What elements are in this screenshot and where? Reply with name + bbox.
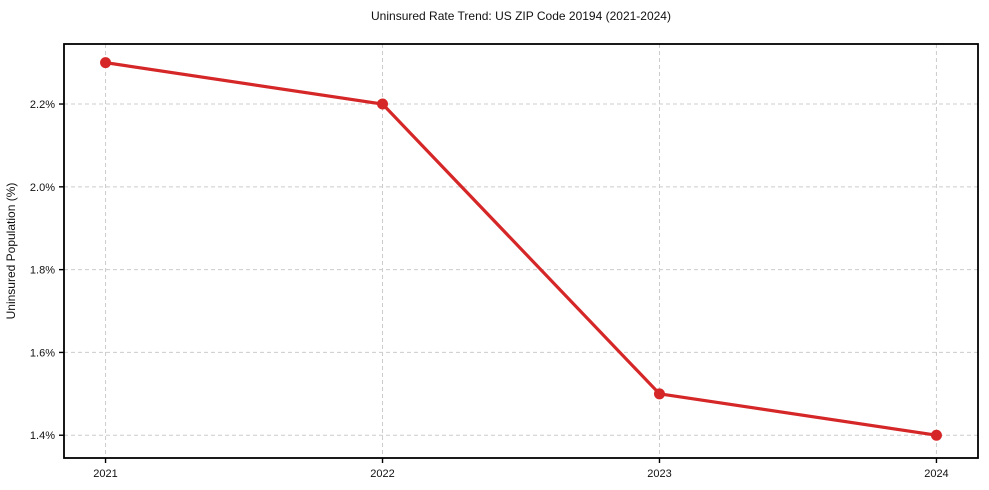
y-tick-label: 1.8% [30, 265, 55, 277]
y-tick-label: 1.4% [30, 430, 55, 442]
y-tick-label: 1.6% [30, 347, 55, 359]
data-point-marker [930, 429, 942, 441]
gridlines [64, 44, 978, 458]
y-tick-label: 2.2% [30, 99, 55, 111]
y-tick-label: 2.0% [30, 182, 55, 194]
y-axis-label: Uninsured Population (%) [4, 183, 18, 320]
data-point-marker [100, 57, 112, 69]
tick-labels: 1.4% 1.6% 1.8% 2.0% 2.2% 2021 2022 2023 2024 [30, 99, 949, 480]
data-line [103, 61, 939, 437]
x-tick-label: 2024 [924, 468, 948, 480]
data-point-marker [377, 98, 389, 110]
chart-title: Uninsured Rate Trend: US ZIP Code 20194 … [371, 9, 671, 23]
x-tick-label: 2023 [647, 468, 671, 480]
plot-border [63, 43, 979, 459]
data-series [100, 57, 942, 441]
tick-marks [59, 103, 938, 463]
x-tick-label: 2022 [370, 468, 394, 480]
x-tick-label: 2021 [93, 468, 117, 480]
data-point-marker [653, 388, 665, 400]
